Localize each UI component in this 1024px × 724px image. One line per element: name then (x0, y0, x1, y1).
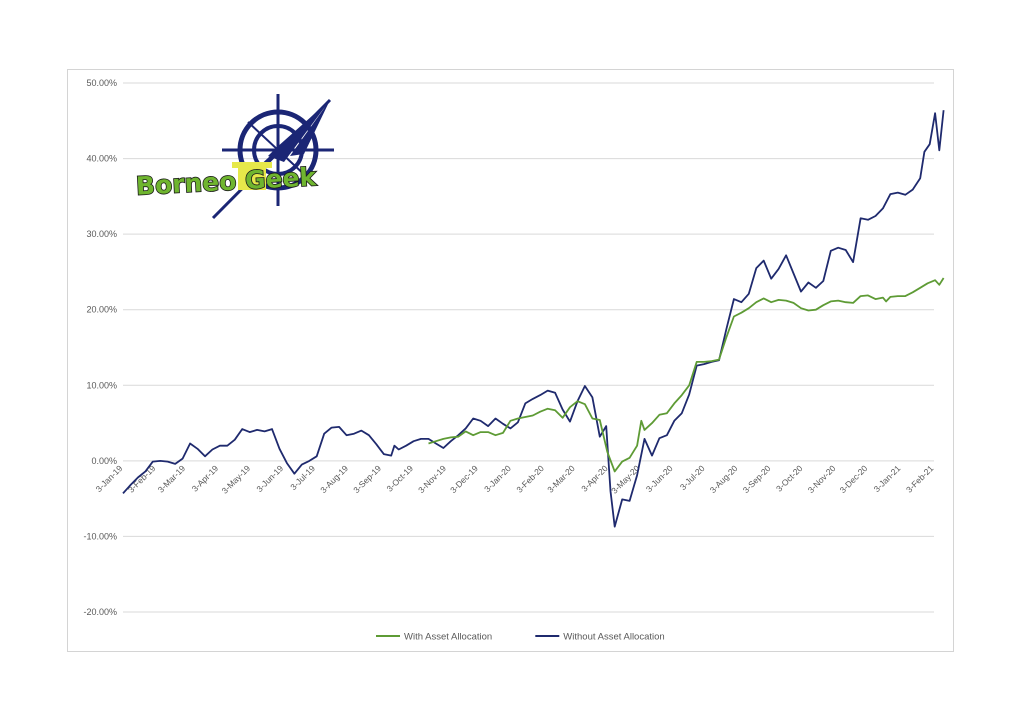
x-tick-label: 3-Jan-21 (872, 463, 903, 494)
x-tick-label: 3-Jan-19 (94, 463, 125, 494)
x-tick-label: 3-Mar-19 (156, 463, 188, 495)
borneo-geek-logo: Borneo Geek (134, 94, 334, 220)
y-tick-label: 30.00% (86, 229, 117, 239)
compass-icon (211, 94, 334, 220)
x-tick-label: 3-May-19 (220, 463, 253, 496)
x-tick-label: 3-Jan-20 (482, 463, 513, 494)
legend-label: With Asset Allocation (404, 632, 492, 643)
y-tick-label: 40.00% (86, 154, 117, 164)
x-tick-label: 3-Nov-20 (806, 463, 838, 495)
y-tick-label: 10.00% (86, 380, 117, 390)
x-tick-label: 3-Nov-19 (416, 463, 448, 495)
legend-label: Without Asset Allocation (563, 632, 664, 643)
legend: With Asset Allocation Without Asset Alloc… (376, 632, 665, 643)
x-tick-label: 3-Feb-20 (514, 463, 546, 495)
x-tick-label: 3-Aug-20 (708, 463, 740, 495)
x-tick-label: 3-Feb-19 (126, 463, 158, 495)
x-tick-label: 3-Sep-20 (741, 463, 773, 495)
x-tick-label: 3-Jun-19 (254, 463, 285, 494)
line-chart: -20.00% -10.00% 0.00% 10.00% 20.00% 30.00% 40.… (83, 78, 945, 643)
x-tick-label: 3-Jun-20 (644, 463, 675, 494)
y-tick-label: 0.00% (91, 456, 117, 466)
y-axis-tick-labels: -20.00% -10.00% 0.00% 10.00% 20.00% 30.00% 40.… (83, 78, 117, 617)
x-tick-label: 3-Feb-21 (904, 463, 936, 495)
x-tick-label: 3-Dec-19 (448, 463, 480, 495)
series-line-without-asset-allocation (122, 110, 945, 528)
x-tick-label: 3-Mar-20 (545, 463, 577, 495)
x-tick-label: 3-Oct-20 (774, 463, 805, 494)
x-tick-label: 3-Dec-20 (838, 463, 870, 495)
x-tick-label: 3-Sep-19 (351, 463, 383, 495)
x-tick-label: 3-Apr-19 (190, 463, 221, 494)
y-tick-label: 50.00% (86, 78, 117, 88)
x-tick-label: 3-Apr-20 (579, 463, 610, 494)
y-tick-label: -10.00% (83, 531, 117, 541)
x-tick-label: 3-Jul-19 (288, 463, 317, 492)
y-tick-label: 20.00% (86, 305, 117, 315)
series-lines (122, 110, 945, 528)
x-axis-tick-labels: 3-Jan-19 3-Feb-193-Mar-19 3-Apr-19 3-May-19… (94, 463, 936, 496)
series-line-with-asset-allocation (428, 277, 945, 473)
logo-wordmark: Borneo Geek (135, 162, 318, 200)
chart-frame: -20.00% -10.00% 0.00% 10.00% 20.00% 30.00% 40.… (67, 69, 954, 652)
x-tick-label: 3-Aug-19 (318, 463, 350, 495)
y-tick-label: -20.00% (83, 607, 117, 617)
gridlines (123, 82, 934, 613)
x-tick-label: 3-Oct-19 (385, 463, 416, 494)
x-tick-label: 3-Jul-20 (678, 463, 707, 492)
